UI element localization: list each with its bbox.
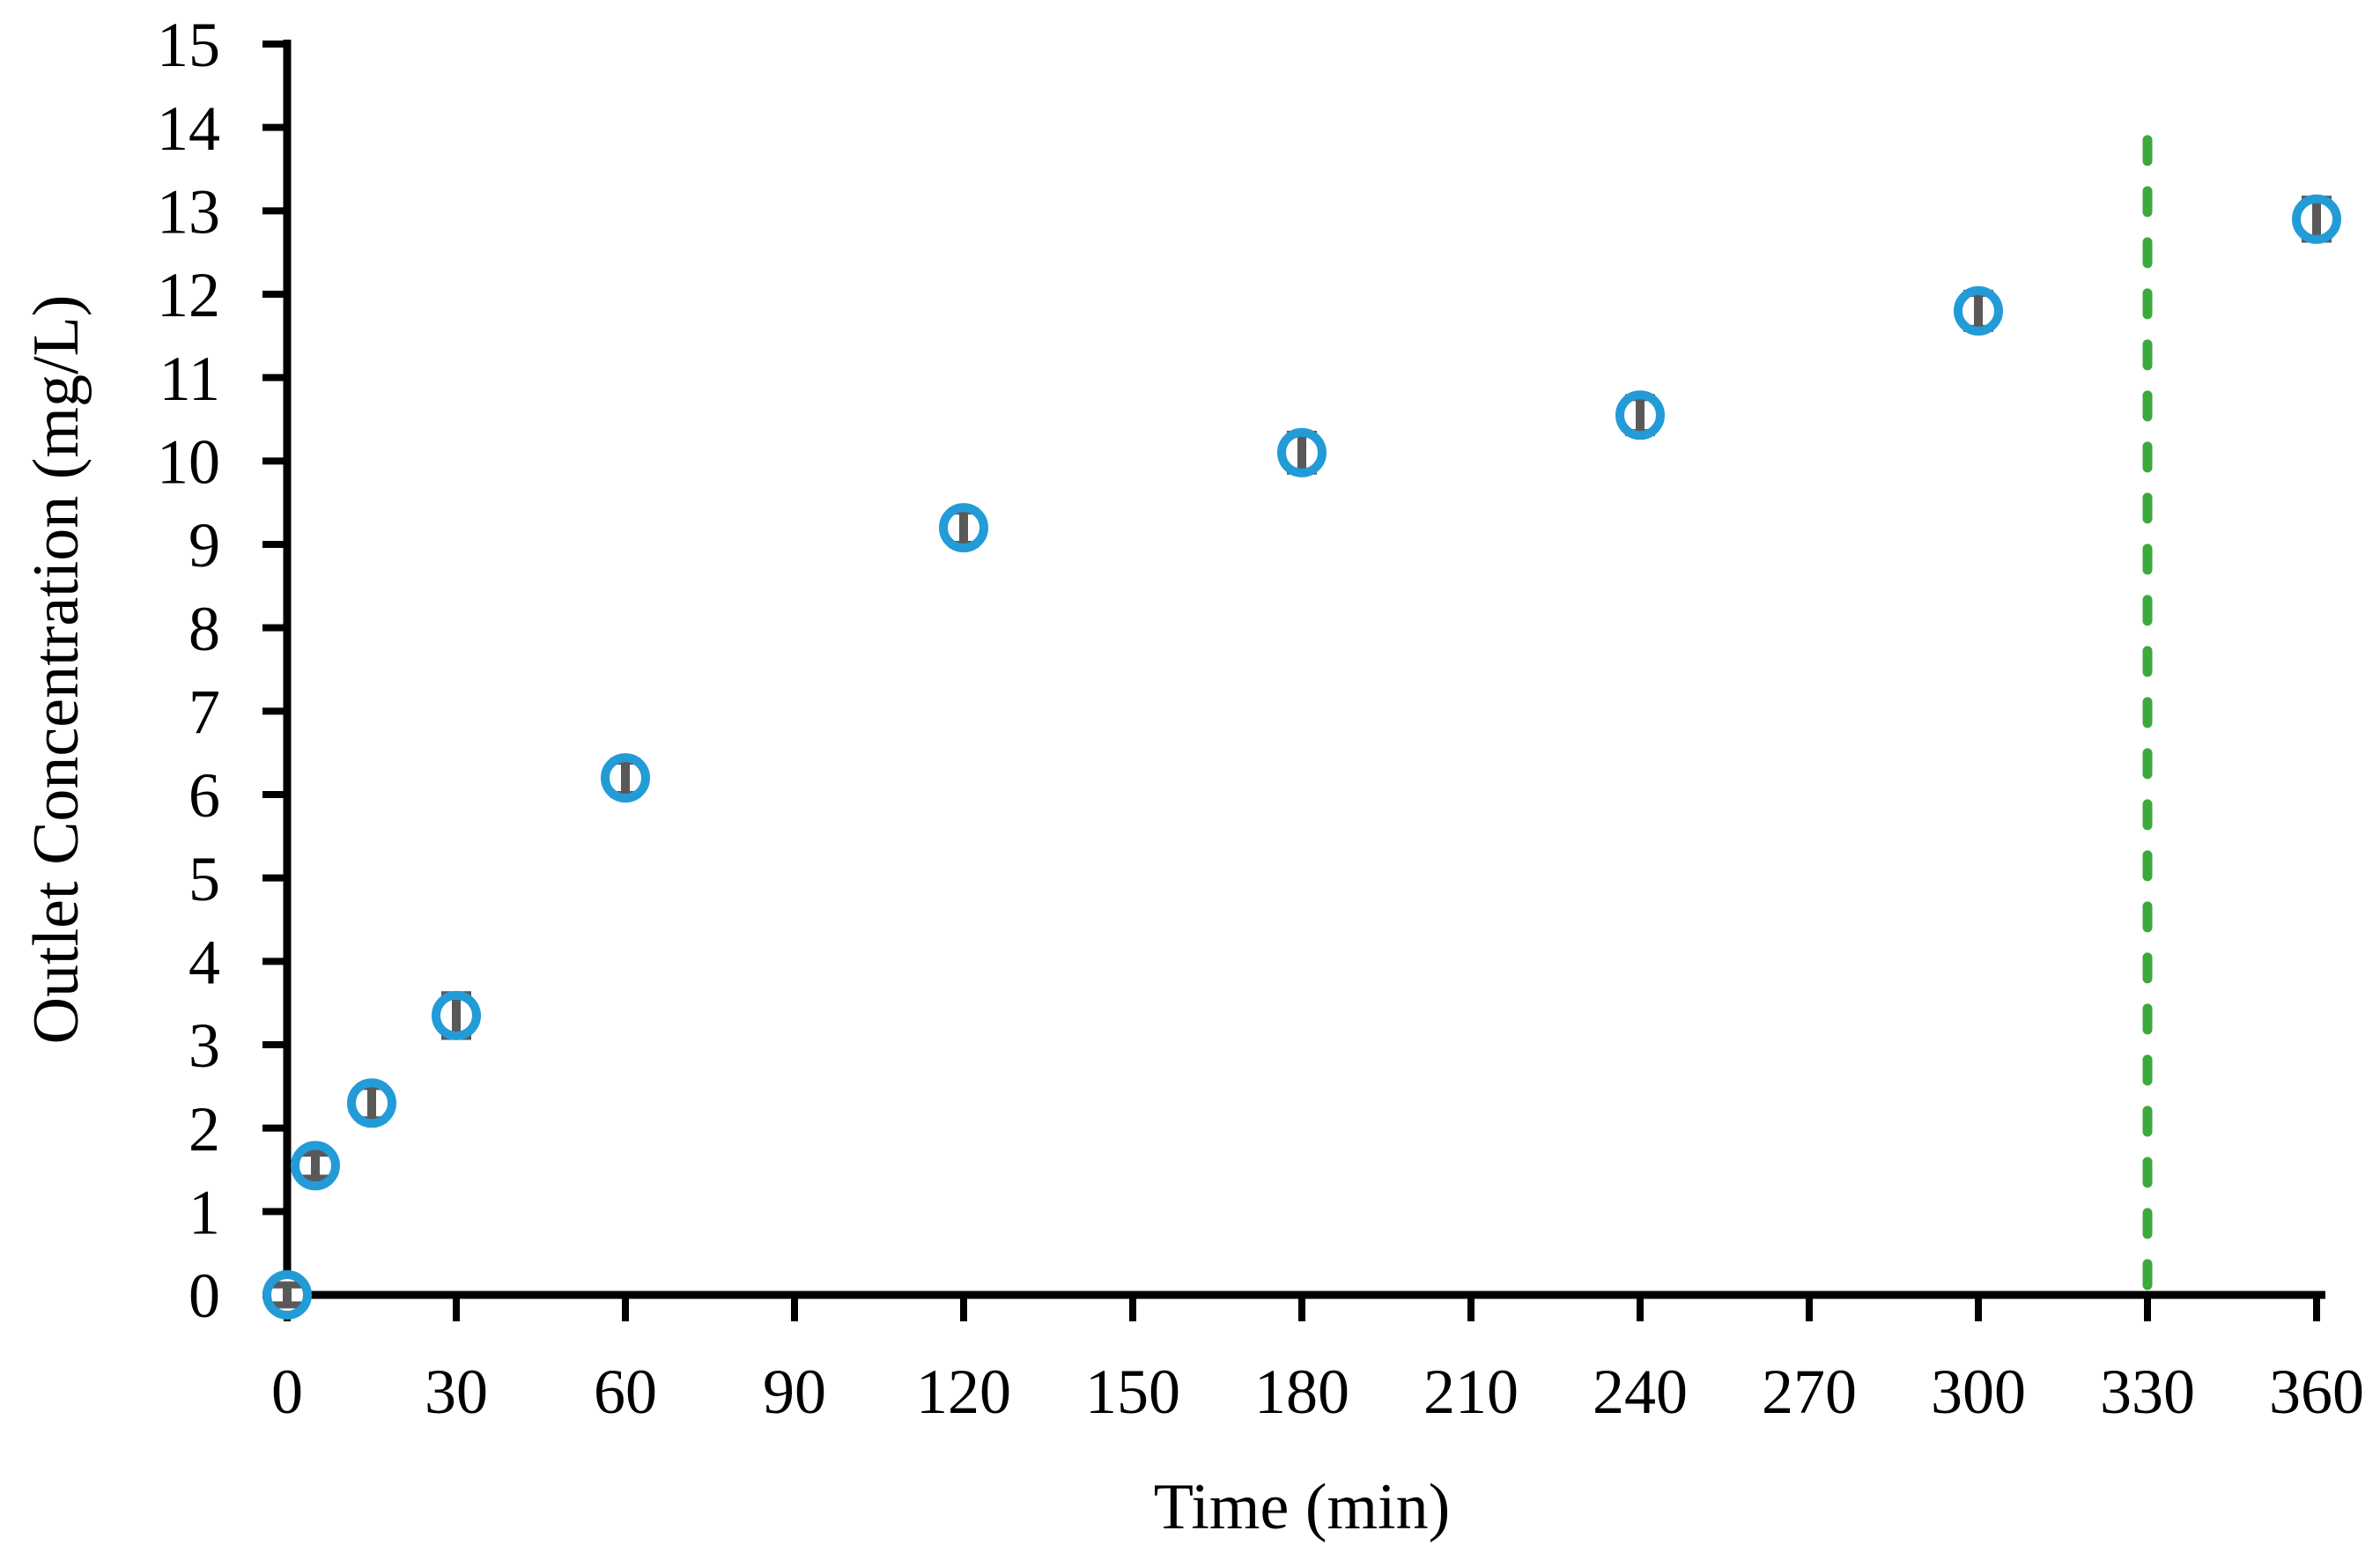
x-tick-label-300: 300 xyxy=(1931,1357,2026,1427)
data-point-t180 xyxy=(1277,427,1327,477)
y-tick-label-7: 7 xyxy=(188,677,220,748)
marker-ring xyxy=(2292,194,2341,244)
x-tick-label-30: 30 xyxy=(425,1357,488,1427)
x-tick-label-150: 150 xyxy=(1085,1357,1180,1427)
marker-ring xyxy=(1954,285,2003,336)
y-tick-label-3: 3 xyxy=(188,1010,220,1081)
marker-ring xyxy=(939,503,988,553)
data-point-t5 xyxy=(291,1141,340,1191)
x-tick-label-270: 270 xyxy=(1762,1357,1857,1427)
y-axis-title: Outlet Concentration (mg/L) xyxy=(20,295,92,1045)
x-tick-label-330: 330 xyxy=(2100,1357,2195,1427)
x-tick-label-90: 90 xyxy=(763,1357,826,1427)
data-point-t30 xyxy=(432,990,481,1040)
x-tick-label-240: 240 xyxy=(1593,1357,1688,1427)
marker-ring xyxy=(291,1141,340,1191)
y-tick-label-14: 14 xyxy=(157,93,220,164)
marker-ring xyxy=(1277,427,1327,477)
x-tick-label-360: 360 xyxy=(2269,1357,2364,1427)
marker-ring xyxy=(262,1270,312,1320)
y-tick-label-0: 0 xyxy=(188,1261,220,1331)
y-tick-label-10: 10 xyxy=(157,427,220,498)
data-point-t300 xyxy=(1954,285,2003,336)
marker-ring xyxy=(601,753,650,803)
y-tick-label-11: 11 xyxy=(159,344,220,414)
y-tick-label-2: 2 xyxy=(188,1094,220,1165)
x-axis-title: Time (min) xyxy=(1154,1471,1450,1543)
marker-ring xyxy=(347,1078,396,1128)
y-tick-label-4: 4 xyxy=(188,928,220,998)
y-tick-label-6: 6 xyxy=(188,760,220,831)
y-tick-label-15: 15 xyxy=(157,10,220,80)
marker-ring xyxy=(432,990,481,1040)
y-tick-label-12: 12 xyxy=(157,260,220,330)
x-tick-label-120: 120 xyxy=(916,1357,1011,1427)
y-tick-label-13: 13 xyxy=(157,177,220,248)
marker-ring xyxy=(1615,390,1665,440)
x-tick-label-210: 210 xyxy=(1423,1357,1519,1427)
data-point-t15 xyxy=(347,1078,396,1128)
y-tick-label-5: 5 xyxy=(188,844,220,914)
x-tick-label-180: 180 xyxy=(1254,1357,1349,1427)
data-point-t240 xyxy=(1615,390,1665,440)
data-point-t360 xyxy=(2292,194,2341,244)
data-point-t120 xyxy=(939,503,988,553)
data-point-t0 xyxy=(262,1270,312,1320)
data-point-t60 xyxy=(601,753,650,803)
y-tick-label-1: 1 xyxy=(188,1178,220,1248)
x-tick-label-0: 0 xyxy=(271,1357,303,1427)
y-tick-label-8: 8 xyxy=(188,594,220,664)
x-tick-label-60: 60 xyxy=(594,1357,657,1427)
y-tick-label-9: 9 xyxy=(188,510,220,581)
